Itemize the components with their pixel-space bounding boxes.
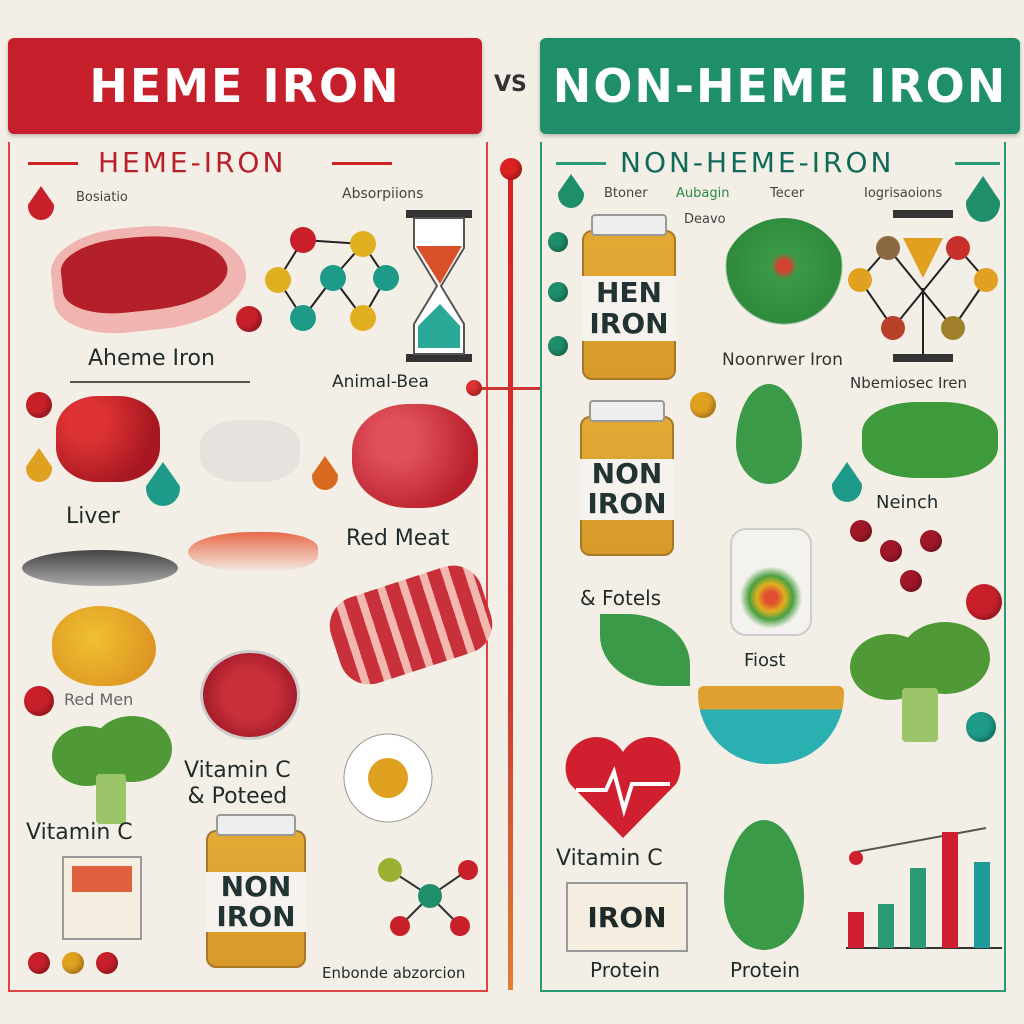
fiost-label: Fiost: [744, 650, 786, 671]
small-text: Deavo: [684, 212, 726, 227]
arrow-line: [332, 162, 392, 165]
decor-dot: [236, 306, 262, 332]
vitamin-c-label: Vitamin C: [556, 846, 663, 871]
jar-icon: HEN IRON: [582, 214, 676, 380]
jar-label-line1: NON: [220, 869, 292, 903]
liver-pieces-icon: [56, 396, 160, 482]
broccoli-icon: [850, 622, 990, 742]
protein-label-2: Protein: [730, 958, 801, 982]
supplement-jar-icon: [730, 528, 812, 636]
fish-icon: [188, 532, 318, 572]
small-text: Tecer: [770, 186, 805, 201]
center-divider: [508, 170, 513, 990]
molecule-icon: [265, 227, 399, 331]
jar-icon: NON IRON: [580, 400, 674, 556]
jar-label-line2: IRON: [587, 487, 667, 521]
meat-piece-icon: [200, 420, 300, 482]
jar-label-line2: IRON: [589, 306, 669, 340]
molecule-icon: [378, 858, 478, 936]
heme-iron-title: HEME IRON: [89, 59, 401, 113]
bar-chart-icon: [846, 827, 1002, 949]
red-men-label: Red Men: [64, 690, 134, 709]
hourglass-molecule-icon: [848, 210, 998, 362]
heme-iron-label: Aheme Iron: [88, 346, 215, 371]
decor-dot: [548, 336, 568, 356]
non-heme-subtitle: NON-HEME-IRON: [620, 146, 895, 179]
jar-icon: NON IRON: [206, 814, 306, 968]
non-heme-iron-label-2: Nbemiosec Iren: [850, 374, 967, 392]
decor-dot: [62, 952, 84, 974]
connector-line: [470, 387, 540, 390]
pear-icon: [52, 606, 156, 686]
decor-dot: [548, 232, 568, 252]
fish-fillet-icon: [22, 550, 178, 586]
neinch-label: Neinch: [876, 492, 939, 513]
liver-label: Liver: [66, 504, 120, 529]
egg-icon: [343, 733, 433, 823]
non-heme-iron-label: Noonrwer Iron: [722, 350, 843, 370]
jar-label-line1: NON: [591, 456, 663, 490]
divider-line: [70, 381, 250, 383]
small-text: Absorpiions: [342, 186, 424, 202]
leafy-greens-icon: [722, 218, 846, 338]
connector-dot: [466, 380, 482, 396]
decor-dot: [690, 392, 716, 418]
heme-iron-banner: HEME IRON: [8, 38, 482, 134]
arrow-line: [28, 162, 78, 165]
small-text: Bosiatio: [76, 190, 128, 205]
decor-dot: [850, 520, 872, 542]
arrow-line: [556, 162, 606, 165]
heme-panel: [8, 142, 488, 992]
vs-label: VS: [494, 72, 527, 97]
iron-box-label: IRON: [587, 900, 667, 934]
jar-label-line1: HEN: [596, 275, 662, 309]
small-text: Btoner: [604, 186, 648, 201]
vitamin-c-poteed-label: Vitamin C & Poteed: [184, 758, 291, 810]
broccoli-icon: [52, 716, 172, 826]
small-text: Aubagin: [676, 186, 730, 201]
non-heme-panel: [540, 142, 1006, 992]
decor-dot: [24, 686, 54, 716]
arrow-line: [955, 162, 1000, 165]
decor-dot: [26, 392, 52, 418]
heart-pulse-icon: [565, 737, 681, 838]
spinach-leaf-icon: [736, 384, 802, 484]
fotels-label: & Fotels: [580, 586, 662, 610]
divider-dot: [500, 158, 522, 180]
decor-dot: [900, 570, 922, 592]
absorption-label: Enbonde abzorcion: [322, 964, 466, 982]
animal-based-label: Animal-Bea: [332, 372, 429, 392]
jar-label-line2: IRON: [216, 900, 296, 934]
hourglass-icon: [406, 210, 472, 362]
supplement-box-icon: [62, 856, 142, 940]
beans-bowl-icon: [200, 650, 300, 740]
leafy-greens-icon: [862, 402, 998, 478]
red-meat-icon: [352, 404, 478, 508]
spinach-leaf-icon: [724, 820, 804, 950]
iron-box-icon: IRON: [566, 882, 688, 952]
decor-dot: [966, 712, 996, 742]
heme-subtitle: HEME-IRON: [98, 146, 287, 179]
small-text: Iogrisaoions: [864, 186, 943, 201]
protein-label-1: Protein: [590, 958, 661, 982]
decor-dot: [548, 282, 568, 302]
decor-dot: [920, 530, 942, 552]
non-heme-iron-title: NON-HEME IRON: [552, 59, 1008, 113]
decor-dot: [28, 952, 50, 974]
decor-dot: [966, 584, 1002, 620]
decor-dot: [880, 540, 902, 562]
decor-dot: [96, 952, 118, 974]
non-heme-iron-banner: NON-HEME IRON: [540, 38, 1020, 134]
vitamin-c-label: Vitamin C: [26, 820, 133, 845]
red-meat-label: Red Meat: [346, 526, 450, 551]
